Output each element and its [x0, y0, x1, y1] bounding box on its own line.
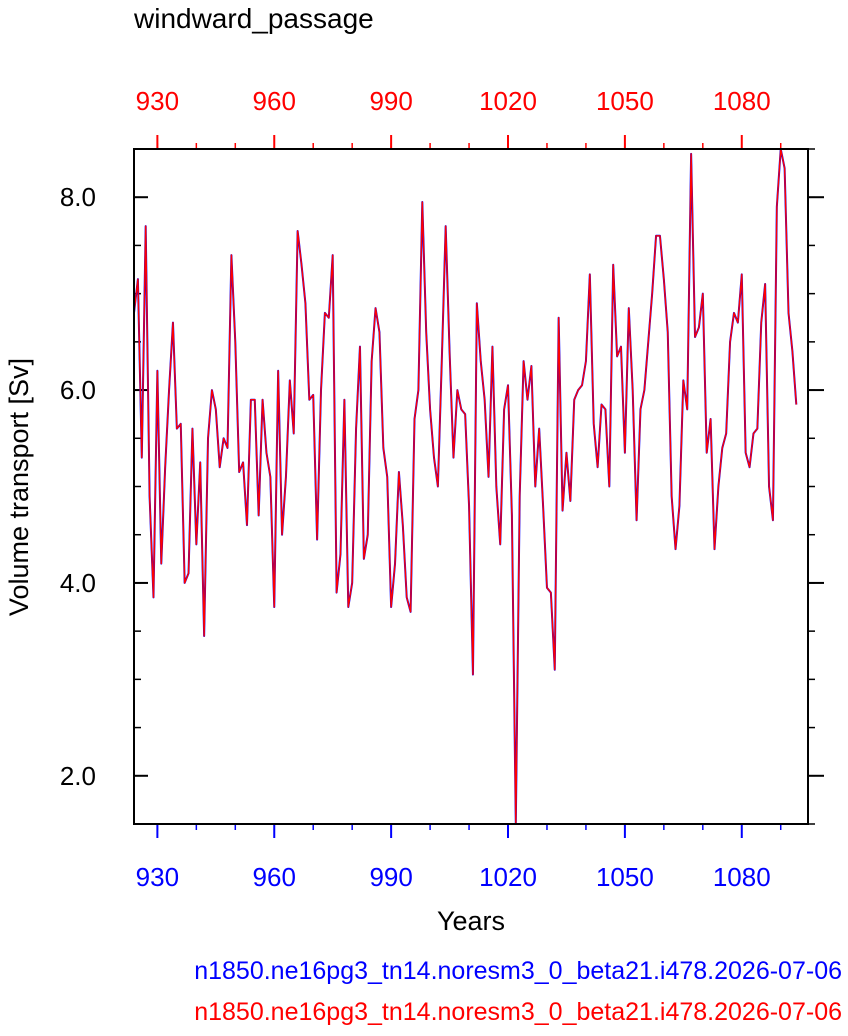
top-x-tick-label: 930 [136, 86, 179, 116]
chart-title: windward_passage [133, 3, 374, 34]
x-tick-label: 1080 [713, 862, 771, 892]
legend-entry-series-1: n1850.ne16pg3_tn14.noresm3_0_beta21.i478… [194, 957, 842, 985]
y-tick-label: 8.0 [60, 182, 96, 212]
y-axis-label: Volume transport [Sv] [4, 358, 34, 616]
y-tick-label: 2.0 [60, 761, 96, 791]
series-line-2 [133, 148, 798, 825]
left-y-axis: 2.0 4.0 6.0 8.0 [60, 148, 148, 825]
series-lines [133, 148, 798, 825]
x-axis-label: Years [437, 906, 505, 936]
y-tick-label: 4.0 [60, 568, 96, 598]
top-x-tick-label: 1020 [479, 86, 537, 116]
y-tick-label: 6.0 [60, 375, 96, 405]
bottom-x-axis: 930 960 990 1020 1050 1080 [136, 824, 782, 892]
top-x-tick-label: 990 [369, 86, 412, 116]
top-x-axis: 930 960 990 1020 1050 1080 [136, 86, 782, 149]
legend-entry-series-2: n1850.ne16pg3_tn14.noresm3_0_beta21.i478… [194, 998, 842, 1026]
x-tick-label: 1050 [596, 862, 654, 892]
x-tick-label: 990 [369, 862, 412, 892]
x-tick-label: 930 [136, 862, 179, 892]
series-line-1 [133, 148, 798, 825]
top-x-tick-label: 1050 [596, 86, 654, 116]
top-x-tick-label: 960 [253, 86, 296, 116]
x-tick-label: 1020 [479, 862, 537, 892]
top-x-tick-label: 1080 [713, 86, 771, 116]
plot-frame [133, 148, 809, 825]
right-y-axis [808, 148, 824, 825]
x-tick-label: 960 [253, 862, 296, 892]
